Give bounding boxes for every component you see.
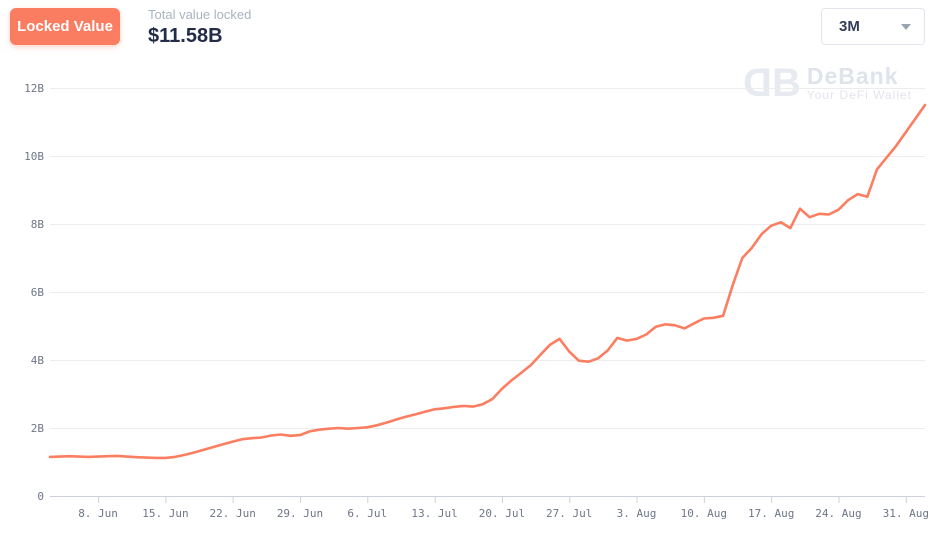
y-axis-tick-label: 8B: [31, 218, 45, 231]
x-axis-tick-label: 29. Jun: [277, 507, 323, 520]
x-axis-tick-label: 13. Jul: [411, 507, 457, 520]
x-axis-tick-label: 8. Jun: [78, 507, 118, 520]
x-axis-tick-label: 22. Jun: [210, 507, 256, 520]
y-axis-tick-label: 6B: [31, 286, 45, 299]
metric-label: Total value locked: [148, 7, 252, 22]
debank-watermark: DB DeBank Your DeFi Wallet: [751, 61, 912, 105]
chevron-down-icon: [901, 23, 911, 30]
x-axis-tick-label: 27. Jul: [546, 507, 592, 520]
x-axis-tick-label: 24. Aug: [815, 507, 861, 520]
y-axis-tick-label: 2B: [31, 422, 45, 435]
x-axis-tick-label: 3. Aug: [617, 507, 657, 520]
y-axis-tick-label: 0: [37, 490, 44, 503]
watermark-brand-text: DeBank: [806, 62, 899, 89]
x-axis-tick-label: 31. Aug: [883, 507, 929, 520]
time-range-dropdown[interactable]: 3M: [821, 8, 925, 45]
y-axis-tick-label: 10B: [24, 150, 44, 163]
watermark-tagline-text: Your DeFi Wallet: [806, 87, 912, 102]
x-axis-tick-label: 6. Jul: [347, 507, 387, 520]
x-axis-tick-label: 10. Aug: [681, 507, 727, 520]
x-axis-tick-label: 20. Jul: [479, 507, 525, 520]
tvl-line-series: [48, 103, 927, 460]
metric-value: $11.58B: [148, 25, 223, 47]
metric-block: Total value locked $11.58B: [148, 7, 251, 49]
locked-value-tab[interactable]: Locked Value: [10, 8, 120, 45]
time-range-selected-value: 3M: [839, 18, 860, 35]
y-axis-tick-label: 12B: [24, 82, 44, 95]
y-axis-tick-label: 4B: [31, 354, 45, 367]
x-axis-tick-label: 15. Jun: [142, 507, 188, 520]
x-axis-tick-label: 17. Aug: [748, 507, 794, 520]
